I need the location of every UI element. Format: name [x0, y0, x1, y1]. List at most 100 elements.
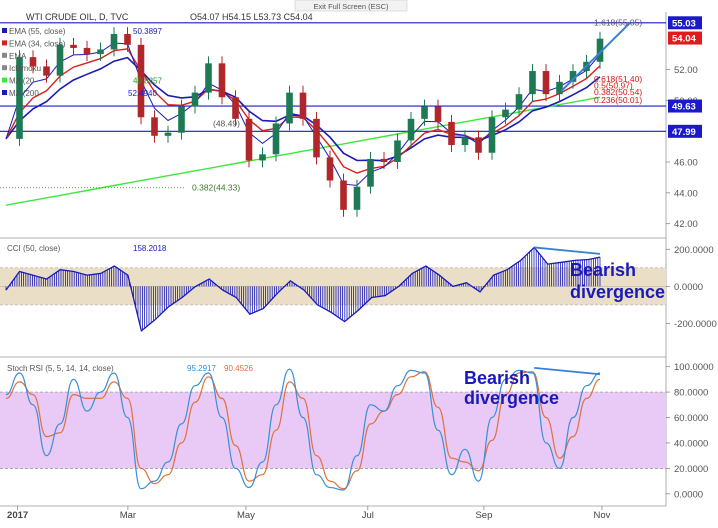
stoch-rsi-k-line	[5, 368, 601, 491]
candle-down	[313, 118, 320, 158]
candle-down	[380, 158, 388, 162]
cci-divergence-line	[534, 246, 601, 255]
cci-tick-label: 200.0000	[674, 245, 714, 256]
stoch-rsi-tick-label: 80.0000	[674, 388, 708, 399]
candle-up	[97, 49, 104, 55]
candle-up	[394, 140, 401, 162]
candle-down	[542, 71, 550, 95]
candle-down	[299, 92, 307, 119]
legend-value: 49.8357	[133, 77, 162, 86]
time-tick-label: May	[237, 510, 255, 521]
price-badge-label: 47.99	[672, 127, 696, 138]
exit-fullscreen-button[interactable]	[294, 0, 408, 12]
candle-up	[178, 106, 185, 133]
cci-line	[5, 246, 601, 333]
candle-up	[556, 81, 563, 95]
candle-up	[164, 132, 172, 136]
candle-up	[191, 92, 199, 107]
stoch-rsi-tick-label: 0.0000	[674, 489, 703, 500]
legend-value: 52.4940	[128, 89, 157, 98]
candle-up	[353, 186, 361, 210]
legend-label: Ichimoku	[9, 64, 41, 73]
fib-label: (48.49)	[213, 119, 240, 129]
time-tick-label: Sep	[475, 510, 492, 521]
candle-down	[475, 137, 482, 153]
cci-annotation-line1: Bearish	[570, 260, 636, 280]
candle-down	[448, 121, 455, 146]
fib-label: 0.618(51.40)	[594, 74, 642, 84]
candle-up	[421, 106, 428, 119]
price-badge	[668, 99, 702, 113]
legends: EMA (55, close) 50.3897 EMA (34, close) EMA…	[2, 27, 253, 373]
cci-tick-label: 0.0000	[674, 282, 703, 293]
stoch-rsi-annotation-line1: Bearish	[464, 368, 530, 388]
fib-label: 0.236(50.01)	[594, 95, 642, 105]
legend-value: 50.3897	[133, 27, 162, 36]
candle-up	[205, 63, 212, 93]
stoch-rsi-band	[0, 392, 666, 469]
exit-fullscreen-label: Exit Full Screen (ESC)	[313, 2, 389, 11]
stoch-rsi-annotation-line2: divergence	[464, 388, 559, 408]
cci-legend-value: 158.2018	[133, 244, 167, 253]
cci-legend-label: CCI (50, close)	[7, 244, 61, 253]
candle-down	[124, 34, 131, 45]
cci-annotation-line2: divergence	[570, 282, 665, 302]
legend-swatch	[2, 90, 7, 95]
candle-up	[529, 71, 536, 95]
legend-label: MA (20	[9, 77, 35, 86]
candle-up	[569, 71, 577, 82]
candle-up	[367, 158, 374, 187]
legend-label: EMA	[9, 52, 27, 61]
candle-up	[56, 44, 64, 76]
legend-label: EMA (34, close)	[9, 39, 66, 48]
legend-swatch	[2, 28, 7, 33]
candle-down	[326, 157, 334, 181]
stoch-rsi-tick-label: 60.0000	[674, 413, 708, 424]
candle-up	[461, 137, 469, 146]
candle-up	[596, 38, 604, 62]
price-trendline	[560, 22, 631, 92]
price-tick-label: 52.00	[674, 65, 698, 76]
time-tick-label: Jul	[362, 510, 374, 521]
fib-label: 0.382(44.33)	[192, 183, 240, 193]
price-tick-label: 42.00	[674, 219, 698, 230]
ma200-line	[5, 96, 601, 206]
ohlc-readout: O54.07 H54.15 L53.73 C54.04	[190, 12, 313, 22]
stoch-rsi-tick-label: 100.0000	[674, 362, 714, 373]
candle-up	[407, 118, 415, 141]
candle-up	[502, 109, 509, 118]
time-tick-label: 2017	[7, 510, 28, 521]
time-tick-label: Mar	[120, 510, 136, 521]
symbol-title: WTI CRUDE OIL, D, TVC	[26, 12, 129, 22]
candle-down	[340, 180, 347, 210]
candle-down	[83, 47, 91, 55]
candle-up	[16, 57, 23, 139]
price-badge-label: 55.03	[672, 18, 696, 29]
legend-swatch	[2, 65, 7, 71]
legend-swatch	[2, 52, 7, 58]
stoch-rsi-d-line	[5, 371, 601, 490]
legend-swatch	[2, 77, 7, 83]
candle-down	[218, 63, 226, 98]
candle-down	[70, 44, 77, 48]
stoch-rsi-divergence-line	[534, 367, 601, 376]
price-panel: 1.618(55.05)0.618(51.40)0.5(50.97)0.382(…	[0, 17, 666, 217]
fib-label: 1.618(55.05)	[594, 17, 642, 27]
candle-down	[151, 117, 158, 136]
candle-down	[29, 57, 37, 67]
price-badge	[668, 16, 702, 30]
price-badge-label: 54.04	[672, 34, 696, 45]
candle-up	[286, 92, 293, 124]
candle-down	[245, 118, 253, 161]
stoch-rsi-legend-d: 90.4526	[224, 364, 253, 373]
candle-down	[43, 66, 50, 76]
axes: 55.0354.0452.0050.0049.6347.9946.0044.00…	[7, 16, 717, 521]
candle-down	[434, 106, 442, 122]
time-tick-label: Nov	[593, 510, 610, 521]
price-badge	[668, 124, 702, 138]
candle-down	[137, 44, 145, 118]
